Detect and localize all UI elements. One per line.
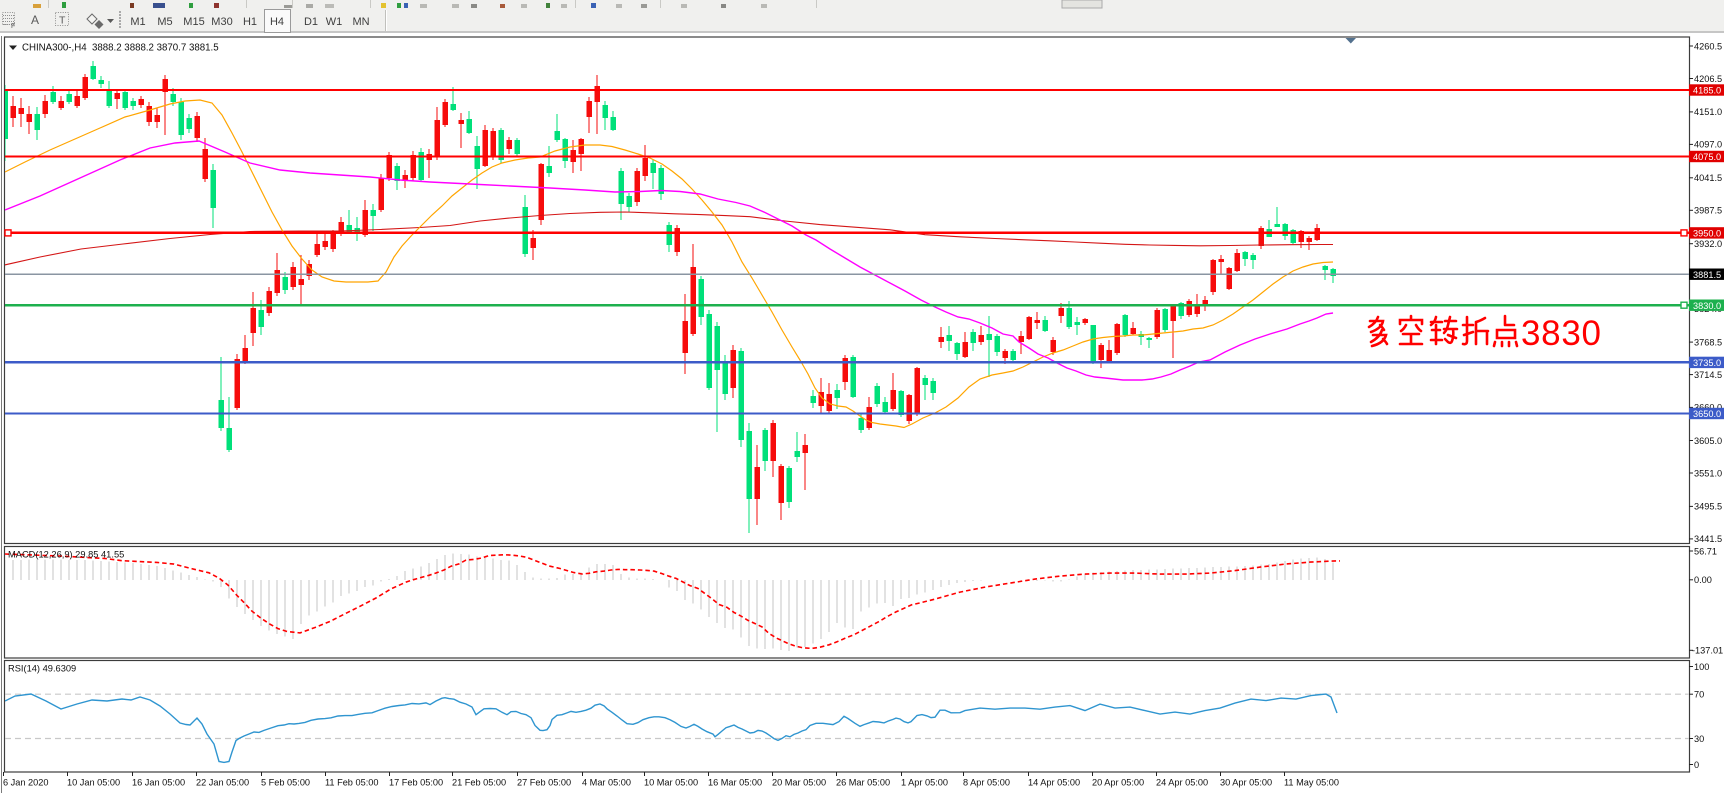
svg-text:22 Jan 05:00: 22 Jan 05:00: [196, 778, 249, 788]
svg-text:D1: D1: [304, 16, 318, 28]
svg-text:T: T: [59, 15, 66, 27]
svg-text:8 Apr 05:00: 8 Apr 05:00: [963, 778, 1010, 788]
svg-text:4185.0: 4185.0: [1693, 86, 1721, 96]
svg-text:10 Mar 05:00: 10 Mar 05:00: [644, 778, 698, 788]
svg-text:H1: H1: [243, 16, 257, 28]
svg-text:24 Apr 05:00: 24 Apr 05:00: [1156, 778, 1208, 788]
svg-text:-137.01: -137.01: [1692, 646, 1723, 656]
svg-text:27 Feb 05:00: 27 Feb 05:00: [517, 778, 571, 788]
svg-text:MACD(12,26,9) 29.85 41.55: MACD(12,26,9) 29.85 41.55: [8, 550, 124, 560]
svg-text:70: 70: [1694, 690, 1704, 700]
svg-text:3987.5: 3987.5: [1694, 206, 1722, 216]
svg-text:M15: M15: [183, 16, 204, 28]
svg-text:4151.0: 4151.0: [1694, 107, 1722, 117]
svg-text:4097.0: 4097.0: [1694, 140, 1722, 150]
svg-text:4 Mar 05:00: 4 Mar 05:00: [582, 778, 631, 788]
svg-text:14 Apr 05:00: 14 Apr 05:00: [1028, 778, 1080, 788]
svg-text:1 Apr 05:00: 1 Apr 05:00: [901, 778, 948, 788]
svg-text:W1: W1: [326, 16, 343, 28]
svg-text:11 May 05:00: 11 May 05:00: [1284, 778, 1339, 788]
svg-text:0: 0: [1694, 760, 1699, 770]
svg-text:5 Feb 05:00: 5 Feb 05:00: [261, 778, 310, 788]
svg-text:4075.0: 4075.0: [1693, 152, 1721, 162]
svg-text:20 Mar 05:00: 20 Mar 05:00: [772, 778, 826, 788]
svg-text:CHINA300-,H4 3888.2 3888.2 38: CHINA300-,H4 3888.2 3888.2 3870.7 3881.5: [22, 43, 219, 54]
svg-text:F: F: [11, 23, 15, 30]
svg-text:4260.5: 4260.5: [1694, 41, 1722, 51]
svg-text:3830.0: 3830.0: [1693, 301, 1721, 311]
svg-text:100: 100: [1694, 662, 1709, 672]
svg-text:M1: M1: [130, 16, 145, 28]
svg-text:26 Mar 05:00: 26 Mar 05:00: [836, 778, 890, 788]
svg-text:16 Jan 05:00: 16 Jan 05:00: [132, 778, 185, 788]
svg-text:4041.5: 4041.5: [1694, 173, 1722, 183]
svg-text:RSI(14) 49.6309: RSI(14) 49.6309: [8, 664, 76, 674]
svg-text:3495.5: 3495.5: [1694, 502, 1722, 512]
svg-text:3660.0: 3660.0: [1694, 403, 1722, 413]
svg-text:3768.5: 3768.5: [1694, 337, 1722, 347]
svg-text:M5: M5: [157, 16, 172, 28]
svg-text:MN: MN: [352, 16, 369, 28]
svg-text:21 Feb 05:00: 21 Feb 05:00: [452, 778, 506, 788]
svg-text:3441.5: 3441.5: [1694, 534, 1722, 544]
svg-text:3650.0: 3650.0: [1693, 409, 1721, 419]
svg-text:3551.0: 3551.0: [1694, 468, 1722, 478]
svg-text:H4: H4: [270, 16, 284, 28]
svg-text:30 Apr 05:00: 30 Apr 05:00: [1220, 778, 1272, 788]
svg-text:3950.0: 3950.0: [1693, 229, 1721, 239]
svg-text:16 Mar 05:00: 16 Mar 05:00: [708, 778, 762, 788]
svg-text:30: 30: [1694, 734, 1704, 744]
svg-text:56.71: 56.71: [1694, 546, 1717, 556]
svg-text:3735.0: 3735.0: [1693, 358, 1721, 368]
svg-text:4206.5: 4206.5: [1694, 74, 1722, 84]
svg-text:0.00: 0.00: [1694, 575, 1712, 585]
svg-text:6 Jan 2020: 6 Jan 2020: [3, 778, 48, 788]
svg-text:11 Feb 05:00: 11 Feb 05:00: [325, 778, 378, 788]
svg-text:3830: 3830: [1521, 314, 1601, 353]
svg-text:M30: M30: [211, 16, 232, 28]
svg-text:10 Jan 05:00: 10 Jan 05:00: [67, 778, 120, 788]
svg-text:3932.0: 3932.0: [1694, 239, 1722, 249]
svg-text:20 Apr 05:00: 20 Apr 05:00: [1092, 778, 1144, 788]
svg-text:3605.0: 3605.0: [1694, 436, 1722, 446]
svg-text:A: A: [31, 13, 39, 27]
svg-text:17 Feb 05:00: 17 Feb 05:00: [389, 778, 443, 788]
svg-text:3714.5: 3714.5: [1694, 370, 1722, 380]
svg-text:3881.5: 3881.5: [1693, 270, 1721, 280]
